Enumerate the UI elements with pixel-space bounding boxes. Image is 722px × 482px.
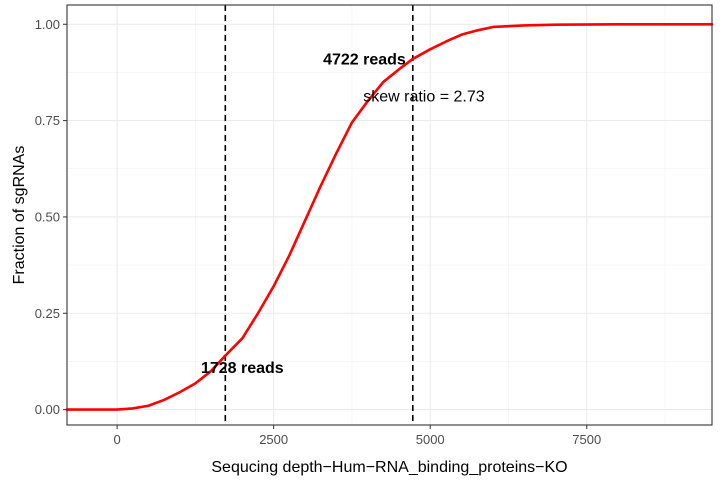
y-tick-label: 0.75: [35, 113, 60, 128]
x-tick-label: 0: [113, 432, 120, 447]
y-tick-label: 0.25: [35, 306, 60, 321]
cdf-series-line: [65, 22, 714, 411]
y-tick-label: 1.00: [35, 17, 60, 32]
minor-gridlines: [67, 5, 712, 425]
x-tick-label: 7500: [572, 432, 601, 447]
y-axis: 0.00 0.25 0.50 0.75 1.00: [35, 17, 67, 417]
x-axis-title: Sequcing depth−Hum−RNA_binding_proteins−…: [211, 459, 567, 476]
x-tick-label: 5000: [416, 432, 445, 447]
annotation-label: skew ratio = 2.73: [363, 88, 485, 105]
annotation-label: 1728 reads: [201, 360, 284, 377]
y-tick-label: 0.00: [35, 402, 60, 417]
plot-panel-border: [66, 4, 713, 426]
annotation-label: 4722 reads: [323, 52, 406, 69]
annotations: 1728 reads 4722 reads skew ratio = 2.73: [201, 52, 485, 377]
x-axis: 0 2500 5000 7500: [113, 425, 601, 447]
y-axis-title: Fraction of sgRNAs: [11, 146, 28, 285]
y-tick-label: 0.50: [35, 209, 60, 224]
x-tick-label: 2500: [259, 432, 288, 447]
plot-panel: [67, 5, 712, 425]
series-layer: [65, 22, 714, 411]
